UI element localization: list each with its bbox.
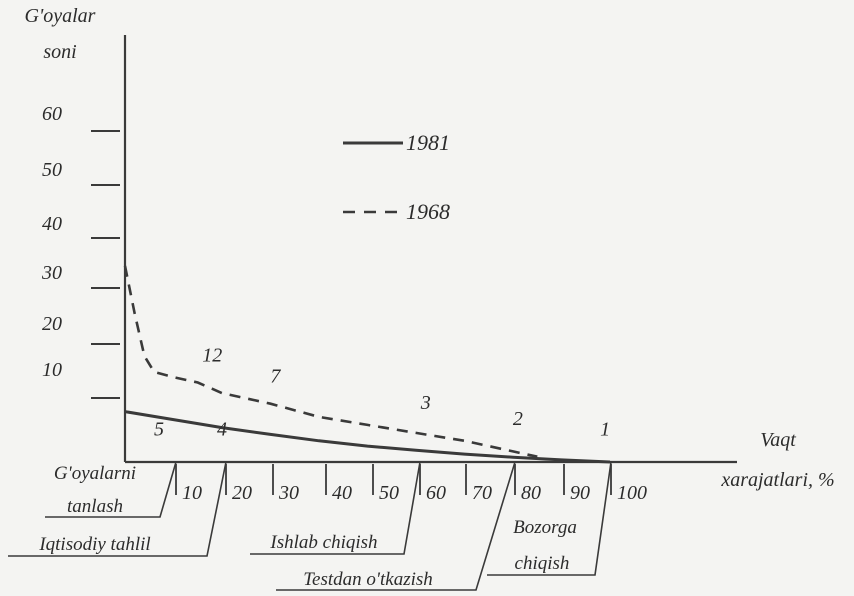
x-tick-label-20: 20 [232,482,252,504]
stage-label: Testdan o'tkazish [303,569,433,590]
annotation-4: 4 [217,419,227,441]
x-title-line-1: Vaqt [760,429,796,451]
y-title-line-1: G'oyalar [25,5,96,27]
y-tick-label-30: 30 [41,262,62,284]
x-title-line-2: xarajatlari, % [720,469,834,491]
x-tick-label-30: 30 [278,482,299,504]
legend: 1981 1968 [343,130,450,224]
x-tick-label-40: 40 [332,482,352,504]
series-line-1968 [123,265,538,458]
y-title-line-2: soni [43,41,76,63]
stage-5: Bozorga chiqish [487,461,612,576]
stage-labels: G'oyalarni tanlash Iqtisodiy tahlil Ishlab … [8,461,612,591]
annotation-7: 7 [270,366,281,388]
y-tick-label-60: 60 [42,103,62,125]
annotation-1: 1 [600,419,610,441]
stage-label: G'oyalarni [54,463,136,484]
stage-3: Ishlab chiqish [250,461,421,555]
annotation-5: 5 [154,419,164,441]
stage-2: Iqtisodiy tahlil [8,461,227,557]
curve-annotations: 12 7 3 2 1 5 4 [154,344,610,440]
annotation-12: 12 [202,344,222,366]
stage-4: Testdan o'tkazish [276,461,516,591]
stage-1: G'oyalarni tanlash [45,461,177,518]
y-tick-label-40: 40 [42,213,62,235]
x-tick-label-80: 80 [521,482,541,504]
stage-bracket [276,461,516,591]
annotation-2: 2 [513,408,523,430]
annotation-3: 3 [420,392,431,414]
stage-bracket [45,461,177,518]
x-tick-label-70: 70 [472,482,492,504]
stage-label: Ishlab chiqish [269,532,377,553]
legend-label-1968: 1968 [406,199,450,224]
stage-label: tanlash [67,496,123,517]
series-lines [123,265,611,464]
y-tick-label-50: 50 [42,159,62,181]
y-ticks: 10 20 30 40 50 60 [41,103,120,399]
stage-label: Bozorga [513,517,577,538]
stage-bracket [250,461,421,555]
stage-bracket [8,461,227,557]
x-axis-title: Vaqt xarajatlari, % [720,429,834,491]
y-tick-label-20: 20 [42,313,62,335]
x-tick-label-10: 10 [182,482,202,504]
x-ticks: 10 20 30 40 50 60 70 80 90 100 [175,464,647,504]
legend-label-1981: 1981 [406,130,450,155]
series-line-1981 [124,410,611,464]
y-axis-title: G'oyalar soni [25,5,96,63]
x-tick-label-90: 90 [570,482,590,504]
stage-label: Iqtisodiy tahlil [38,534,150,555]
x-tick-label-60: 60 [426,482,446,504]
y-tick-label-10: 10 [42,359,62,381]
stage-label: chiqish [515,553,570,574]
x-tick-label-50: 50 [379,482,399,504]
stage-bracket [487,461,612,576]
x-tick-label-100: 100 [617,482,647,504]
